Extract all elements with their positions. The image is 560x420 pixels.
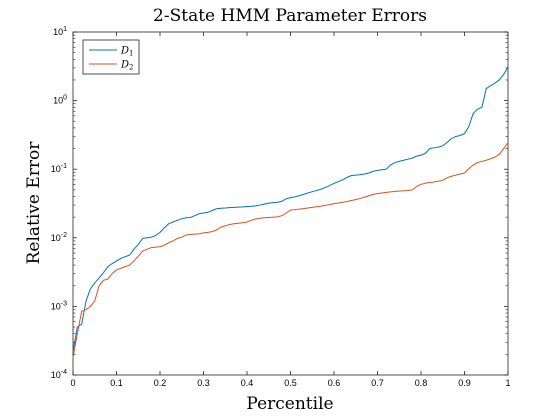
- x-axis-label: Percentile: [246, 394, 333, 414]
- x-tick-label: 0.1: [110, 378, 123, 388]
- y-tick-label: 101: [53, 26, 67, 37]
- chart-title: 2-State HMM Parameter Errors: [153, 6, 427, 26]
- tick-layer: 0 0.1 0.2 0.3 0.4 0.5 0.6 0.7 0.8 0.9 1 10-4 10-3 10-…: [51, 26, 511, 388]
- y-tick-label: 100: [53, 95, 67, 106]
- legend-label: D1: [120, 46, 134, 58]
- x-tick-label: 0.7: [371, 378, 384, 388]
- y-tick-label: 10-2: [51, 232, 67, 243]
- y-tick-label: 10-1: [51, 163, 67, 174]
- legend-box: [82, 39, 140, 75]
- legend-label: D2: [120, 60, 134, 72]
- x-tick-label: 1: [505, 378, 510, 388]
- x-tick-label: 0: [70, 378, 75, 388]
- x-tick-label: 0.3: [197, 378, 210, 388]
- y-tick-label: 10-3: [51, 300, 67, 311]
- x-tick-label: 0.9: [458, 378, 471, 388]
- plot-area: 0 0.1 0.2 0.3 0.4 0.5 0.6 0.7 0.8 0.9 1 10-4 10-3 10-…: [51, 26, 511, 388]
- x-tick-label: 0.6: [328, 378, 341, 388]
- y-axis-label: Relative Error: [24, 141, 44, 265]
- x-tick-label: 0.8: [415, 378, 428, 388]
- y-tick-label: 10-4: [51, 369, 67, 380]
- series-layer: [72, 66, 509, 358]
- x-tick-label: 0.4: [241, 378, 254, 388]
- x-tick-label: 0.5: [284, 378, 297, 388]
- axes-box: [72, 31, 509, 376]
- series-line-d2: [72, 142, 509, 358]
- series-line-d1: [72, 66, 509, 352]
- x-tick-label: 0.2: [154, 378, 167, 388]
